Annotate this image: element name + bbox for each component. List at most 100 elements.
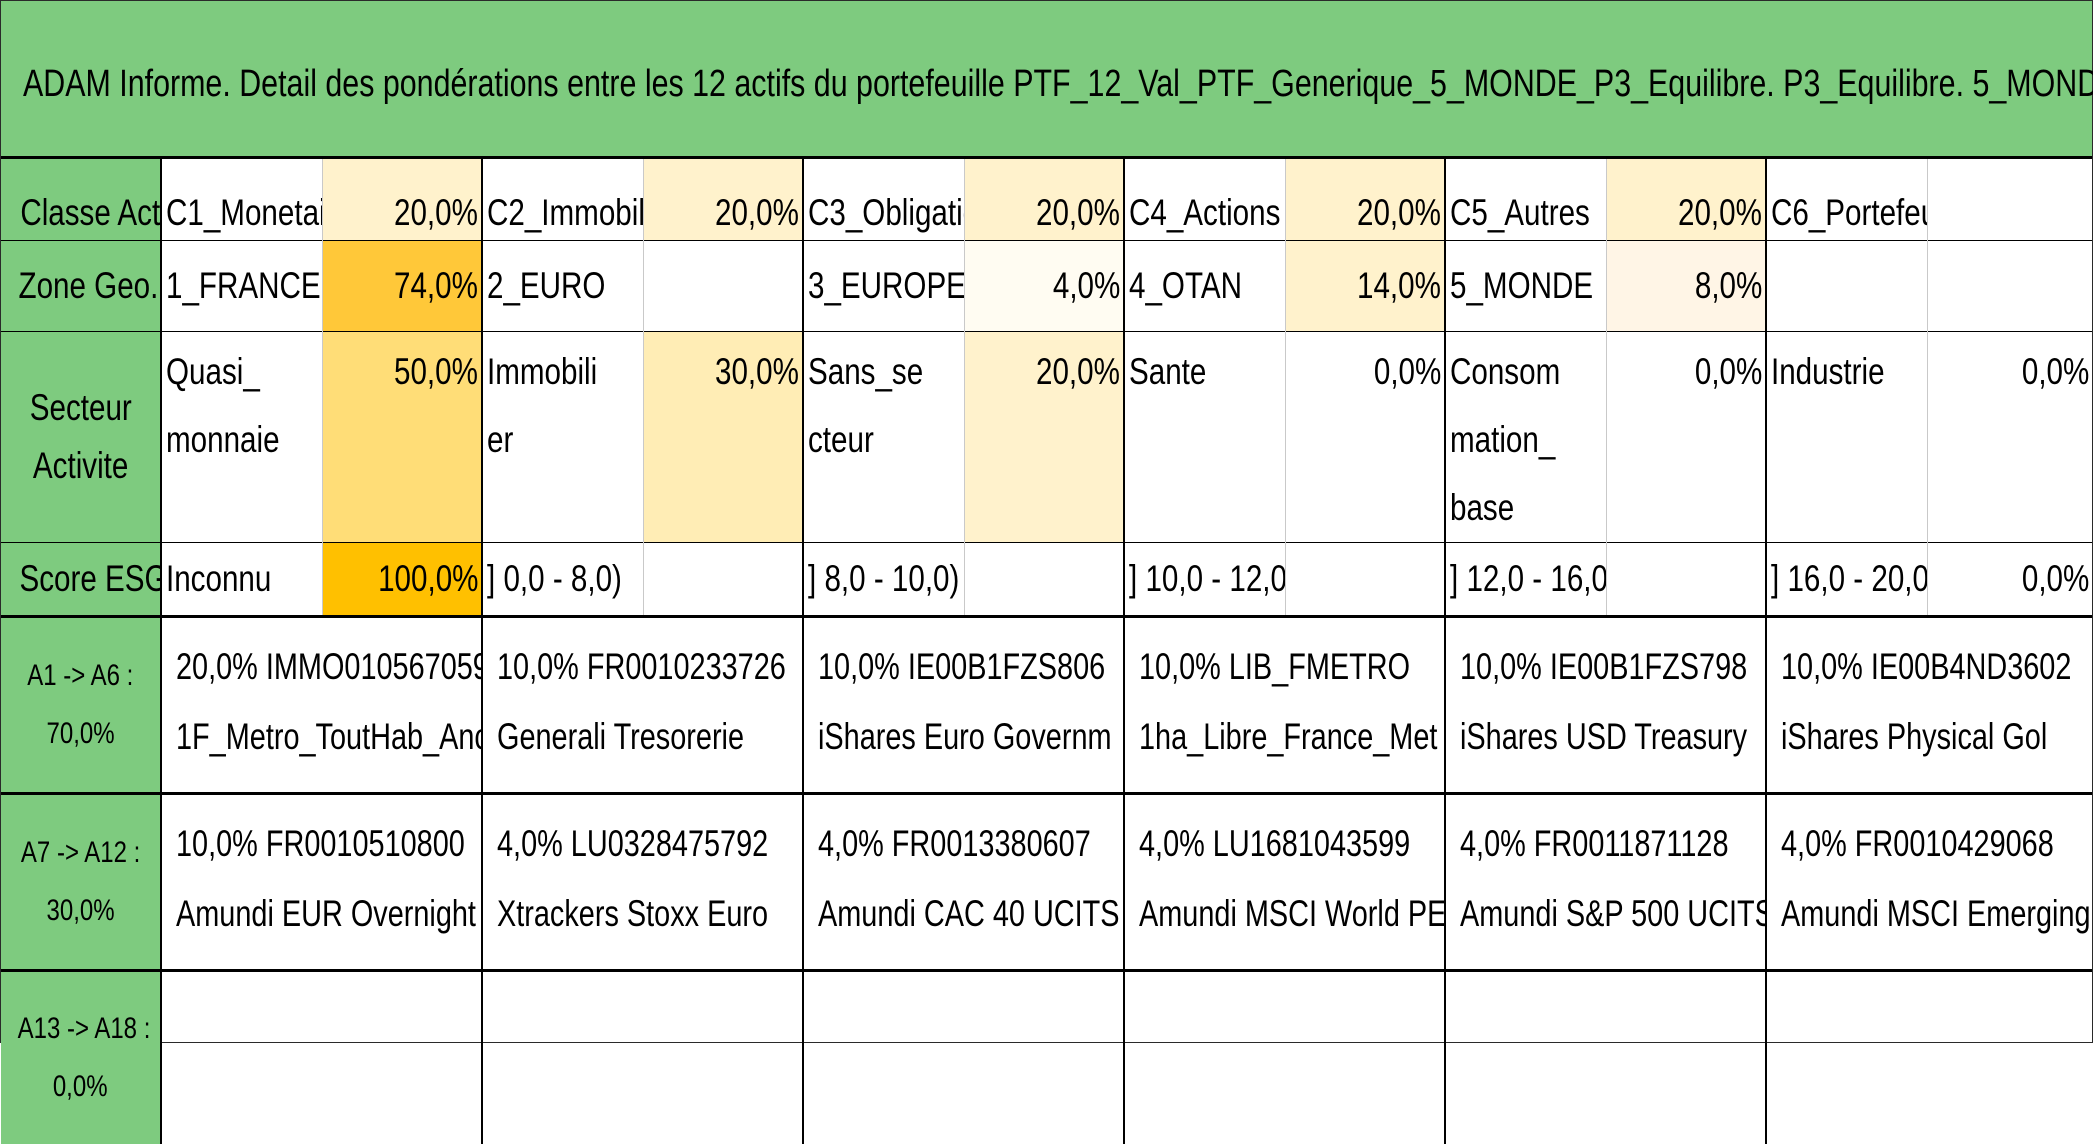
asset-group-label: A1 -> A6 :70,0% bbox=[1, 617, 161, 794]
category-name: 2_EURO bbox=[487, 265, 605, 307]
asset-name: iShares USD Treasury bbox=[1460, 702, 1698, 772]
report-title-bar: ADAM Informe. Detail des pondérations en… bbox=[1, 1, 2092, 159]
asset-group-label-line: 70,0% bbox=[46, 705, 114, 763]
category-name-cell: 3_EUROPE bbox=[803, 241, 964, 332]
asset-weight-code: 10,0% IE00B1FZS798 bbox=[1460, 632, 1698, 702]
asset-cell bbox=[482, 971, 803, 1144]
report-sheet: ADAM Informe. Detail des pondérations en… bbox=[0, 0, 2093, 1043]
category-weight-cell: 14,0% bbox=[1285, 241, 1445, 332]
category-weight-cell bbox=[964, 543, 1124, 617]
category-name-cell: C3_Obligations bbox=[803, 159, 964, 241]
category-name: ] 16,0 - 20,0) bbox=[1771, 558, 1927, 600]
category-weight-cell: 20,0% bbox=[1606, 159, 1766, 241]
category-name-cell: C5_Autres bbox=[1445, 159, 1606, 241]
asset-cell bbox=[1766, 971, 2092, 1144]
category-weight-cell: 30,0% bbox=[643, 332, 803, 543]
category-weight-cell: 0,0% bbox=[1285, 332, 1445, 543]
category-name-cell: 4_OTAN bbox=[1124, 241, 1285, 332]
asset-group-label: A13 -> A18 :0,0% bbox=[1, 971, 161, 1144]
asset-name: Amundi S&P 500 UCITS bbox=[1460, 879, 1698, 949]
asset-group-label: A7 -> A12 :30,0% bbox=[1, 794, 161, 971]
category-name-cell: ] 0,0 - 8,0) bbox=[482, 543, 643, 617]
category-name-cell: Inconnu bbox=[161, 543, 322, 617]
category-name-cell: ] 8,0 - 10,0) bbox=[803, 543, 964, 617]
category-weight-cell bbox=[1927, 241, 2092, 332]
asset-cell bbox=[161, 971, 482, 1144]
asset-name: iShares Euro Governm bbox=[818, 702, 1056, 772]
category-weight-cell: 50,0% bbox=[322, 332, 482, 543]
category-weight-cell: 20,0% bbox=[643, 159, 803, 241]
category-weight: 20,0% bbox=[1678, 192, 1762, 234]
category-name: 1_FRANCE bbox=[166, 265, 321, 307]
category-weight-cell: 20,0% bbox=[322, 159, 482, 241]
asset-name: Xtrackers Stoxx Euro bbox=[497, 879, 735, 949]
asset-name: iShares Physical Gol bbox=[1781, 702, 2024, 772]
asset-weight-code: 10,0% IE00B1FZS806 bbox=[818, 632, 1056, 702]
category-name: 4_OTAN bbox=[1129, 265, 1242, 307]
category-name: 3_EUROPE bbox=[808, 265, 964, 307]
category-weight-cell: 20,0% bbox=[1285, 159, 1445, 241]
category-weight: 74,0% bbox=[394, 265, 478, 307]
category-weight: 20,0% bbox=[394, 192, 478, 234]
category-name: Immobilier bbox=[487, 338, 603, 474]
category-name-cell: C6_Portefeuille bbox=[1766, 159, 1927, 241]
row-assets-a13-a18: A13 -> A18 :0,0% bbox=[1, 971, 2092, 1144]
row-label-line: Secteur bbox=[29, 379, 131, 437]
category-name-cell: 2_EURO bbox=[482, 241, 643, 332]
asset-weight-code: 4,0% FR0011871128 bbox=[1460, 809, 1698, 879]
category-name: ] 12,0 - 16,0) bbox=[1450, 558, 1606, 600]
category-weight: 20,0% bbox=[715, 192, 799, 234]
category-name-cell: Immobilier bbox=[482, 332, 643, 543]
asset-cell bbox=[803, 971, 1124, 1144]
asset-name: 1ha_Libre_France_Met bbox=[1139, 702, 1377, 772]
asset-weight-code: 20,0% IMMO010567059 bbox=[176, 632, 414, 702]
row-label: Score ESG bbox=[1, 543, 161, 617]
category-name: Sans_secteur bbox=[808, 338, 924, 474]
category-name-cell: ] 12,0 - 16,0) bbox=[1445, 543, 1606, 617]
category-name-cell bbox=[1766, 241, 1927, 332]
asset-group-label-line: 30,0% bbox=[46, 882, 114, 940]
category-weight: 100,0% bbox=[378, 558, 478, 600]
asset-name: Generali Tresorerie bbox=[497, 702, 735, 772]
asset-name: Amundi CAC 40 UCITS bbox=[818, 879, 1056, 949]
category-weight-cell: 4,0% bbox=[964, 241, 1124, 332]
category-name: C6_Portefeuille bbox=[1771, 192, 1927, 234]
category-weight: 20,0% bbox=[1357, 192, 1441, 234]
row-classe-actif: Classe ActifC1_Monetaire20,0%C2_Immobili… bbox=[1, 159, 2092, 241]
category-weight-cell bbox=[643, 543, 803, 617]
asset-name: Amundi MSCI Emerging bbox=[1781, 879, 2024, 949]
category-name-cell: 5_MONDE bbox=[1445, 241, 1606, 332]
category-name-cell: ] 10,0 - 12,0) bbox=[1124, 543, 1285, 617]
category-weight: 8,0% bbox=[1695, 265, 1762, 307]
asset-weight-code: 10,0% FR0010233726 bbox=[497, 632, 735, 702]
row-label-text: Zone Geo. bbox=[18, 265, 158, 307]
asset-cell bbox=[1445, 971, 1766, 1144]
category-weight: 20,0% bbox=[1036, 192, 1120, 234]
category-weight-cell bbox=[1606, 543, 1766, 617]
category-weight-cell: 74,0% bbox=[322, 241, 482, 332]
row-label: Classe Actif bbox=[1, 159, 161, 241]
category-weight: 0,0% bbox=[1695, 338, 1762, 406]
category-weight-cell bbox=[1927, 159, 2092, 241]
category-name: C1_Monetaire bbox=[166, 192, 322, 234]
asset-cell bbox=[1124, 971, 1445, 1144]
asset-name: Amundi EUR Overnight bbox=[176, 879, 414, 949]
category-weight: 0,0% bbox=[2022, 558, 2089, 600]
category-weight: 0,0% bbox=[2022, 338, 2089, 406]
category-name: Sante bbox=[1129, 338, 1245, 406]
asset-name: 1F_Metro_ToutHab_Anc bbox=[176, 702, 414, 772]
category-weight-cell: 0,0% bbox=[1927, 543, 2092, 617]
category-name: C2_Immobilier bbox=[487, 192, 643, 234]
category-name-cell: C1_Monetaire bbox=[161, 159, 322, 241]
row-label: Zone Geo. bbox=[1, 241, 161, 332]
